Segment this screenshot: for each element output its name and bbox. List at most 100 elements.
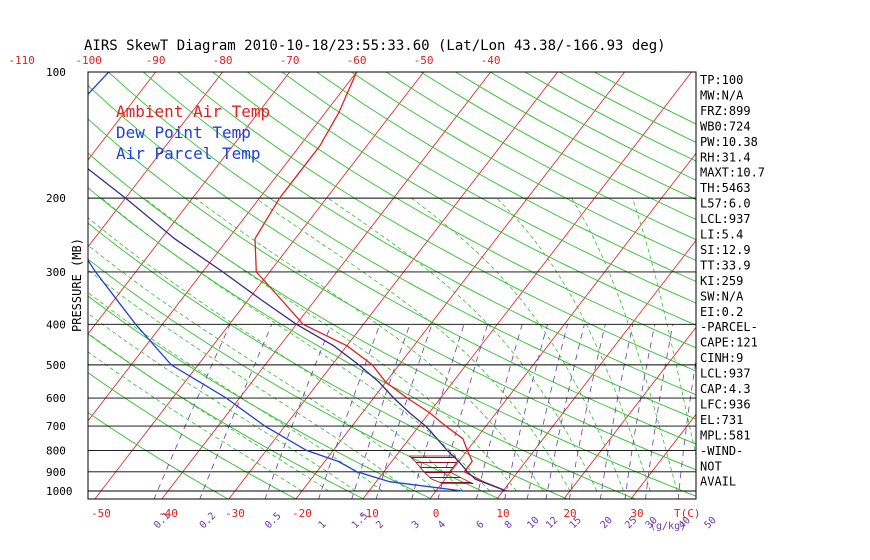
isotherm-line — [764, 53, 870, 500]
top-tick-label: -90 — [146, 54, 166, 67]
pressure-tick-label: 600 — [46, 392, 66, 405]
index-entry: LCL:937 — [700, 212, 751, 226]
isotherm-line — [563, 326, 696, 499]
mixing-ratio-label: 12 — [544, 515, 560, 531]
dry-adiabat-line — [88, 295, 433, 499]
mixing-ratio-label: 2 — [374, 519, 386, 531]
plot-area — [88, 53, 870, 500]
bottom-tick-label: -20 — [292, 507, 312, 520]
mixing-ratio-label: 8 — [503, 519, 515, 531]
index-entry: -PARCEL- — [700, 320, 758, 334]
bottom-tick-label: -40 — [158, 507, 178, 520]
dry-adiabat-line — [88, 222, 569, 499]
mixing-ratio-line — [645, 324, 674, 499]
chart-title: AIRS SkewT Diagram 2010-10-18/23:55:33.6… — [84, 38, 666, 54]
bottom-axis-unit: T(C) — [674, 507, 701, 520]
pressure-tick-label: 400 — [46, 318, 66, 331]
dry-adiabat-line — [177, 72, 696, 372]
index-entry: L57:6.0 — [700, 197, 751, 211]
moist-adiabat-line — [88, 351, 303, 492]
index-entry: LI:5.4 — [700, 228, 743, 242]
isotherm-line — [362, 72, 693, 499]
moist-adiabat-line — [571, 197, 678, 492]
dry-adiabat-line — [88, 372, 297, 499]
mixing-ratio-line — [437, 324, 489, 499]
moist-adiabat-line — [631, 197, 696, 458]
bottom-tick-label: 20 — [563, 507, 576, 520]
top-tick-label: -40 — [481, 54, 501, 67]
dry-adiabat-line — [315, 72, 696, 283]
isotherm-line — [94, 72, 425, 499]
pressure-tick-label: 800 — [46, 444, 66, 457]
index-entry: PW:10.38 — [700, 135, 758, 149]
index-entry: LCL:937 — [700, 367, 751, 381]
mixing-ratio-line — [375, 324, 433, 499]
index-entry: LFC:936 — [700, 397, 751, 411]
mixing-ratio-line — [475, 324, 523, 499]
mixing-ratio-line — [264, 324, 332, 499]
index-entry: WB0:724 — [700, 119, 751, 133]
mixing-ratio-unit: (g/kg) — [650, 521, 686, 532]
pressure-axis: 100 200 300 400 500 600 700 800 900 1000 — [46, 66, 73, 498]
mixing-ratio-label: 0.5 — [263, 511, 284, 532]
index-entry: RH:31.4 — [700, 150, 751, 164]
index-entry: CAPE:121 — [700, 336, 758, 350]
pressure-tick-label: 700 — [46, 420, 66, 433]
index-entry: MW:N/A — [700, 88, 744, 102]
bottom-tick-label: 30 — [630, 507, 643, 520]
bottom-temperature-axis: -50 -40 -30 -20 -10 0 10 20 30 T(C) — [91, 507, 700, 520]
isotherm-line — [429, 152, 696, 499]
y-axis-label: PRESSURE (MB) — [70, 238, 84, 332]
isotherm-line — [630, 413, 696, 499]
mixing-ratio-line — [526, 324, 568, 499]
pressure-tick-label: 1000 — [46, 485, 73, 498]
mixing-ratio-line — [351, 324, 411, 499]
mixing-ratio-line — [545, 324, 585, 499]
parcel-temp-line — [88, 167, 507, 492]
mixing-ratio-label: 4 — [436, 519, 448, 531]
dry-adiabat-line — [211, 72, 696, 349]
mixing-ratio-line — [677, 358, 696, 499]
mixing-ratio-line — [624, 324, 656, 499]
isotherm-line — [831, 53, 870, 500]
dry-adiabat-line — [88, 118, 696, 471]
isotherm-line — [161, 72, 492, 499]
top-tick-label: -60 — [347, 54, 367, 67]
isotherm-line — [88, 72, 224, 248]
legend-entry: Ambient Air Temp — [116, 102, 270, 121]
isotherm-line — [228, 72, 559, 499]
top-tick-label: -70 — [280, 54, 300, 67]
dew-point-line — [88, 72, 463, 492]
mixing-ratio-line — [569, 324, 606, 499]
plot-frame — [87, 71, 697, 500]
mixing-ratio-label: 6 — [475, 519, 487, 531]
pressure-tick-label: 900 — [46, 466, 66, 479]
index-entry: EL:731 — [700, 413, 743, 427]
dry-adiabat-line — [350, 72, 696, 261]
top-tick-label: -50 — [414, 54, 434, 67]
moist-adiabat-line — [88, 244, 437, 492]
dry-adiabat-line — [107, 72, 696, 420]
dry-adiabat-line — [454, 72, 696, 201]
cape-region — [408, 455, 474, 484]
index-entry: KI:259 — [700, 274, 743, 288]
isotherm-line — [496, 239, 696, 499]
dry-adiabat-line — [142, 72, 696, 396]
pressure-tick-label: 100 — [46, 66, 66, 79]
top-tick-label: -80 — [213, 54, 233, 67]
isotherm-line — [88, 72, 157, 161]
pressure-tick-label: 200 — [46, 192, 66, 205]
mixing-ratio-line — [199, 324, 273, 499]
index-entry: FRZ:899 — [700, 104, 751, 118]
mixing-ratio-label: 0.2 — [198, 511, 219, 532]
moist-adiabat-line — [255, 197, 571, 492]
legend: Ambient Air Temp Dew Point Temp Air Parcel… — [116, 102, 270, 163]
pressure-tick-label: 300 — [46, 266, 66, 279]
mixing-ratio-line — [153, 324, 231, 499]
dry-adiabat-line — [385, 72, 696, 241]
index-entry: MAXT:10.7 — [700, 166, 765, 180]
bottom-tick-label: 0 — [433, 507, 440, 520]
index-entry: TP:100 — [700, 73, 743, 87]
mixing-ratio-label: 50 — [702, 515, 718, 531]
